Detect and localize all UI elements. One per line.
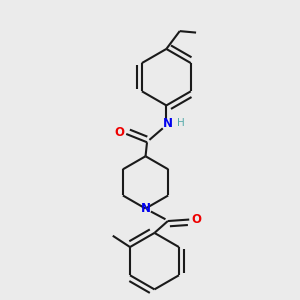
Text: N: N: [163, 117, 172, 130]
Text: O: O: [191, 213, 201, 226]
Text: N: N: [140, 202, 151, 215]
Text: H: H: [177, 118, 184, 128]
Text: O: O: [115, 126, 125, 139]
